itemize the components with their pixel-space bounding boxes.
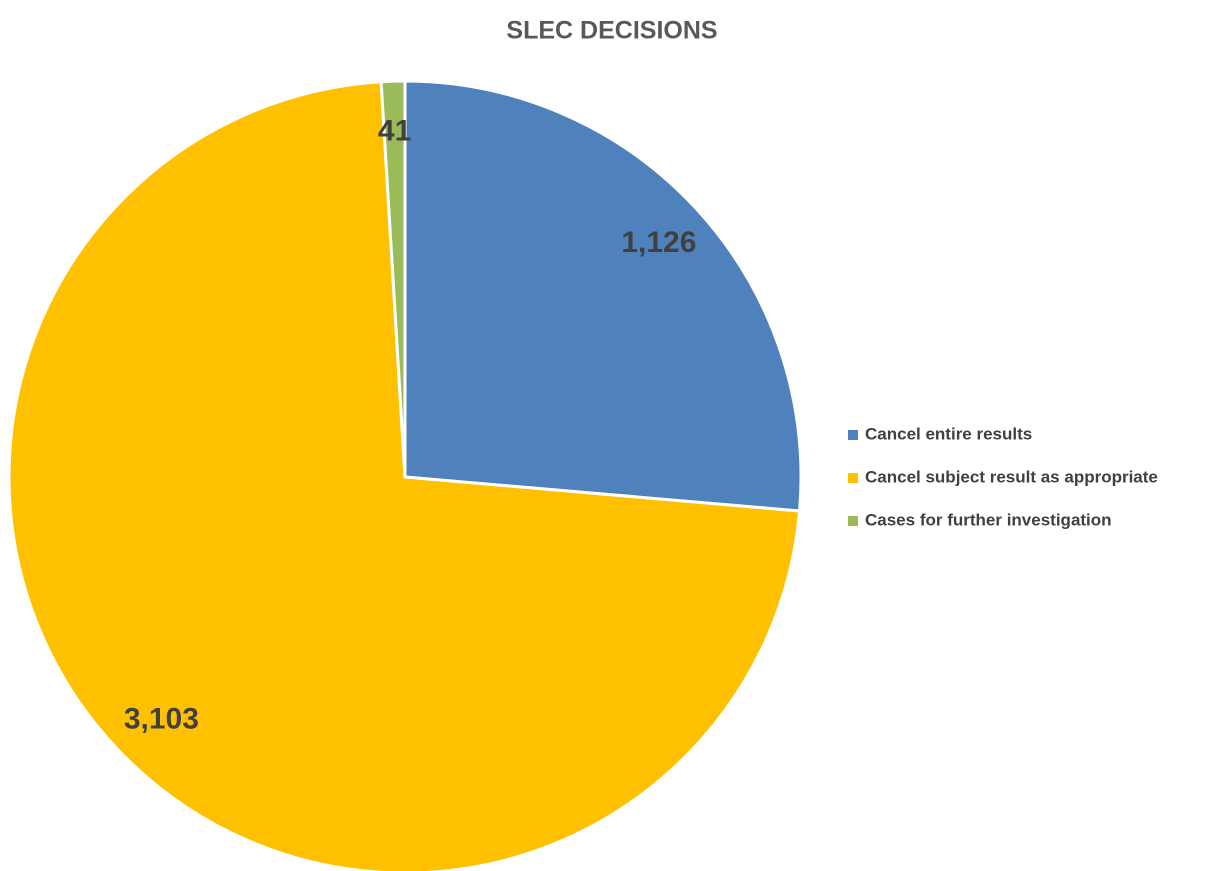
data-label: 41 [378, 115, 411, 148]
pie-slice [379, 79, 407, 478]
data-label: 1,126 [621, 226, 696, 259]
legend-label: Cases for further investigation [865, 510, 1112, 529]
legend-swatch [848, 473, 858, 483]
legend-label: Cancel subject result as appropriate [865, 467, 1158, 486]
data-label: 3,103 [124, 703, 199, 736]
legend-swatch [848, 516, 858, 526]
legend-swatch [848, 430, 858, 440]
pie-slice [403, 79, 803, 513]
chart-title: SLEC DECISIONS [506, 17, 717, 45]
legend-label: Cancel entire results [865, 424, 1032, 443]
